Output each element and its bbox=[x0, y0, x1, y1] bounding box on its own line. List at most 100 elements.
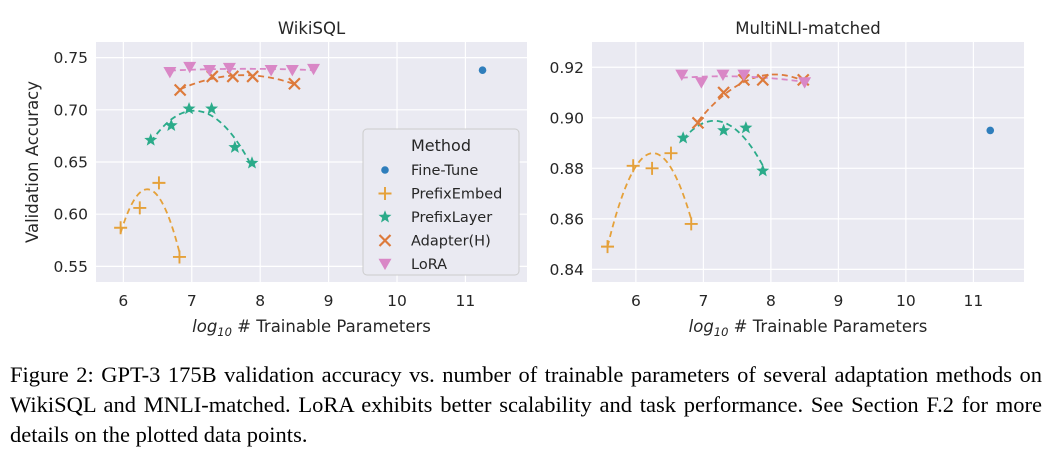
prefixlayer-point bbox=[717, 123, 731, 136]
gridlines bbox=[592, 42, 1024, 282]
y-tick-label: 0.92 bbox=[549, 59, 584, 77]
prefixembed-point bbox=[626, 159, 640, 173]
legend-label: LoRA bbox=[411, 257, 447, 273]
x-axis-label: log10 # Trainable Parameters bbox=[192, 317, 431, 339]
prefixlayer-series bbox=[676, 121, 770, 177]
x-tick-label: 6 bbox=[631, 292, 641, 310]
prefixembed-point bbox=[684, 217, 698, 231]
adapter-h-point bbox=[717, 86, 730, 99]
adapter-h-trend-line bbox=[697, 73, 804, 122]
lora-point bbox=[737, 69, 751, 82]
adapter-h-point bbox=[288, 77, 301, 91]
lora-point bbox=[307, 63, 321, 76]
lora-series bbox=[675, 69, 812, 89]
x-tick-label: 9 bbox=[833, 292, 843, 310]
fine-tune-series bbox=[478, 66, 487, 74]
legend-label: Fine-Tune bbox=[411, 163, 478, 179]
x-tick-label: 6 bbox=[118, 292, 128, 310]
y-tick-label: 0.88 bbox=[549, 160, 584, 178]
prefixlayer-point bbox=[676, 131, 690, 144]
prefixembed-point bbox=[645, 161, 659, 175]
lora-legend-marker bbox=[378, 258, 392, 271]
lora-point bbox=[285, 64, 299, 77]
adapter-h-legend-marker bbox=[378, 234, 392, 247]
y-tick-label: 0.65 bbox=[53, 154, 88, 172]
prefixlayer-point bbox=[245, 156, 259, 169]
lora-point bbox=[203, 64, 217, 77]
prefixembed-trend-line bbox=[119, 188, 181, 253]
prefixlayer-point bbox=[182, 101, 196, 115]
prefixlayer-trend-line bbox=[149, 109, 253, 168]
adapter-h-series bbox=[173, 70, 301, 97]
chart-multinli-matched: 6 7 8 9 10 11 0.84 0.86 0.88 0.90 0.92 MultiNLI-mat… bbox=[549, 19, 1024, 339]
legend-label: Adapter(H) bbox=[411, 234, 491, 250]
adapter-h-point bbox=[756, 73, 770, 87]
legend-item-prefixembed: PrefixEmbed bbox=[378, 187, 502, 203]
legend-title: Method bbox=[411, 136, 471, 155]
legend-item-lora: LoRA bbox=[378, 257, 447, 273]
adapter-h-trend-line bbox=[179, 74, 295, 91]
prefixlayer-point bbox=[756, 164, 770, 177]
chart-title: WikiSQL bbox=[278, 19, 346, 38]
legend-item-adapter-h: Adapter(H) bbox=[378, 234, 491, 250]
prefixembed-series bbox=[114, 176, 186, 264]
lora-point bbox=[163, 67, 177, 79]
x-tick-label: 10 bbox=[896, 292, 916, 310]
fine-tune-series bbox=[986, 126, 995, 135]
y-tick-label: 0.70 bbox=[53, 101, 88, 119]
x-tick-label: 9 bbox=[324, 292, 334, 310]
x-tick-label: 8 bbox=[766, 292, 776, 310]
x-tick-label: 7 bbox=[187, 292, 197, 310]
y-axis-label: Validation Accuracy bbox=[23, 81, 42, 243]
prefixlayer-point bbox=[205, 101, 219, 115]
legend-item-prefixlayer: PrefixLayer bbox=[378, 210, 492, 226]
prefixembed-point bbox=[114, 221, 128, 235]
prefixlayer-series bbox=[144, 101, 259, 169]
prefixlayer-legend-marker bbox=[378, 210, 392, 223]
adapter-h-point bbox=[173, 83, 187, 97]
legend-item-fine-tune: Fine-Tune bbox=[381, 163, 478, 179]
trend-lines bbox=[119, 67, 314, 253]
fine-tune-legend-marker bbox=[381, 166, 389, 174]
chart-wikisql: 6 7 8 9 10 11 0.55 0.60 0.65 0.70 0.75 WikiSQL log10… bbox=[23, 19, 527, 339]
lora-point bbox=[264, 64, 278, 77]
chart-title: MultiNLI-matched bbox=[735, 19, 881, 38]
adapter-h-point bbox=[246, 70, 259, 83]
prefixembed-point bbox=[601, 240, 615, 254]
figure-caption: Figure 2: GPT-3 175B validation accuracy… bbox=[10, 362, 1042, 447]
prefixembed-point bbox=[133, 201, 147, 215]
prefixembed-series bbox=[601, 146, 698, 254]
prefixlayer-trend-line bbox=[682, 119, 764, 166]
prefixlayer-point bbox=[739, 121, 753, 134]
lora-trend-line bbox=[169, 67, 314, 72]
lora-point bbox=[716, 69, 730, 82]
y-tick-label: 0.84 bbox=[549, 261, 584, 279]
lora-point bbox=[222, 62, 236, 75]
x-axis-label: log10 # Trainable Parameters bbox=[689, 317, 928, 339]
legend-label: PrefixLayer bbox=[411, 210, 492, 226]
prefixlayer-point bbox=[228, 140, 242, 153]
y-tick-label: 0.55 bbox=[53, 258, 88, 276]
prefixlayer-point bbox=[144, 133, 158, 146]
fine-tune-point bbox=[478, 66, 487, 74]
prefixembed-point bbox=[664, 146, 678, 160]
prefixlayer-point bbox=[164, 118, 178, 131]
prefixembed-point bbox=[152, 176, 166, 190]
x-tick-label: 7 bbox=[698, 292, 708, 310]
x-tick-label: 10 bbox=[387, 292, 407, 310]
y-tick-label: 0.86 bbox=[549, 210, 584, 228]
lora-series bbox=[163, 61, 321, 79]
lora-point bbox=[694, 77, 708, 89]
y-tick-label: 0.90 bbox=[549, 109, 584, 127]
figure: 6 7 8 9 10 11 0.55 0.60 0.65 0.70 0.75 WikiSQL log10… bbox=[23, 19, 1024, 339]
x-tick-label: 11 bbox=[964, 292, 984, 310]
lora-point bbox=[798, 77, 812, 89]
legend-box bbox=[362, 128, 520, 276]
fine-tune-point bbox=[986, 126, 995, 135]
y-tick-label: 0.60 bbox=[53, 206, 88, 224]
legend-label: PrefixEmbed bbox=[411, 187, 502, 203]
prefixembed-legend-marker bbox=[378, 187, 392, 200]
adapter-h-point bbox=[691, 116, 705, 130]
x-tick-label: 8 bbox=[255, 292, 265, 310]
lora-point bbox=[675, 69, 689, 82]
